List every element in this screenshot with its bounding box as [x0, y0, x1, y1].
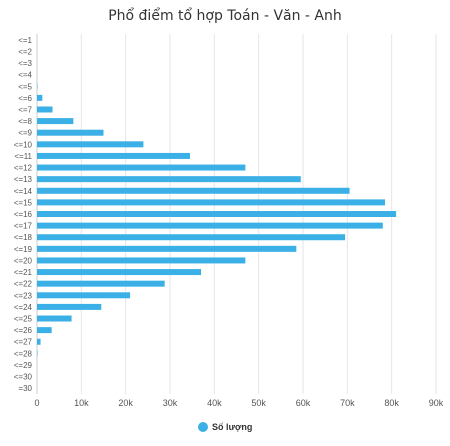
y-tick-label: <=9 — [18, 129, 32, 138]
y-tick-label: <=11 — [14, 152, 32, 161]
x-tick-label: 80k — [384, 398, 399, 408]
legend[interactable]: Số lượng — [198, 422, 252, 432]
y-tick-label: <=20 — [14, 256, 33, 265]
y-tick-label: <=7 — [18, 105, 32, 114]
x-tick-label: 30k — [163, 398, 178, 408]
chart-title: Phổ điểm tổ hợp Toán - Văn - Anh — [108, 7, 342, 24]
y-tick-label: <=6 — [18, 94, 32, 103]
x-tick-label: 0 — [34, 398, 39, 408]
bar[interactable] — [37, 152, 190, 159]
y-tick-label: <=29 — [14, 361, 33, 370]
legend-marker-icon — [198, 422, 208, 432]
y-tick-label: <=24 — [14, 303, 33, 312]
y-axis-tick-labels: <=1 <=2 <=3 <=4 <=5 <=6 <=7 <=8 <=9 <=10 <=11 <=12 <… — [14, 36, 33, 393]
y-tick-label: <=3 — [18, 59, 32, 68]
bar[interactable] — [37, 106, 53, 113]
y-tick-label: <=26 — [14, 326, 33, 335]
bar[interactable] — [37, 141, 144, 148]
y-tick-label: <=8 — [18, 117, 32, 126]
bar[interactable] — [37, 129, 104, 136]
bar[interactable] — [37, 222, 383, 229]
bar[interactable] — [37, 211, 397, 217]
x-tick-label: 70k — [340, 398, 355, 408]
x-tick-label: 90k — [429, 398, 444, 408]
x-tick-label: 10k — [74, 398, 89, 408]
y-tick-label: <=2 — [18, 47, 32, 56]
x-tick-label: 50k — [251, 398, 266, 408]
bar[interactable] — [37, 118, 74, 125]
y-tick-label: <=15 — [14, 198, 33, 207]
y-tick-label: <=25 — [14, 315, 33, 324]
bar[interactable] — [37, 315, 72, 322]
bar[interactable] — [37, 280, 165, 287]
bar[interactable] — [37, 269, 202, 276]
y-tick-label: <=27 — [14, 338, 33, 347]
bar[interactable] — [37, 338, 41, 345]
x-tick-label: 60k — [296, 398, 311, 408]
y-tick-label: <=4 — [18, 71, 32, 80]
x-axis-tick-labels: 0 10k 20k 30k 40k 50k 60k 70k 80k 90k — [34, 398, 443, 408]
y-tick-label: <=18 — [14, 233, 33, 242]
legend-label: Số lượng — [212, 422, 252, 432]
y-tick-label: <=30 — [14, 373, 33, 382]
bar[interactable] — [37, 187, 350, 194]
y-tick-label: <=21 — [14, 268, 33, 277]
y-tick-label: <=5 — [18, 82, 32, 91]
x-tick-label: 20k — [118, 398, 133, 408]
y-tick-label: <=23 — [14, 291, 33, 300]
y-tick-label: <=22 — [14, 280, 33, 289]
bars — [37, 83, 397, 357]
y-tick-label: <=1 — [18, 36, 32, 45]
y-tick-label: <=14 — [14, 187, 33, 196]
bar[interactable] — [37, 327, 52, 334]
y-tick-label: <=13 — [14, 175, 33, 184]
x-tick-label: 40k — [207, 398, 222, 408]
bar[interactable] — [37, 303, 102, 310]
y-tick-label: <=12 — [14, 164, 33, 173]
bar[interactable] — [37, 245, 297, 252]
bar[interactable] — [37, 257, 246, 264]
y-tick-label: <=28 — [14, 349, 33, 358]
bar[interactable] — [37, 234, 346, 241]
y-tick-label: =30 — [18, 384, 32, 393]
bar[interactable] — [37, 176, 301, 183]
bar[interactable] — [37, 94, 43, 101]
bar[interactable] — [37, 292, 131, 299]
y-tick-label: <=10 — [14, 140, 33, 149]
bar[interactable] — [37, 164, 246, 171]
y-tick-label: <=16 — [14, 210, 33, 219]
y-tick-label: <=19 — [14, 245, 33, 254]
bar[interactable] — [37, 199, 386, 206]
y-tick-label: <=17 — [14, 222, 33, 231]
